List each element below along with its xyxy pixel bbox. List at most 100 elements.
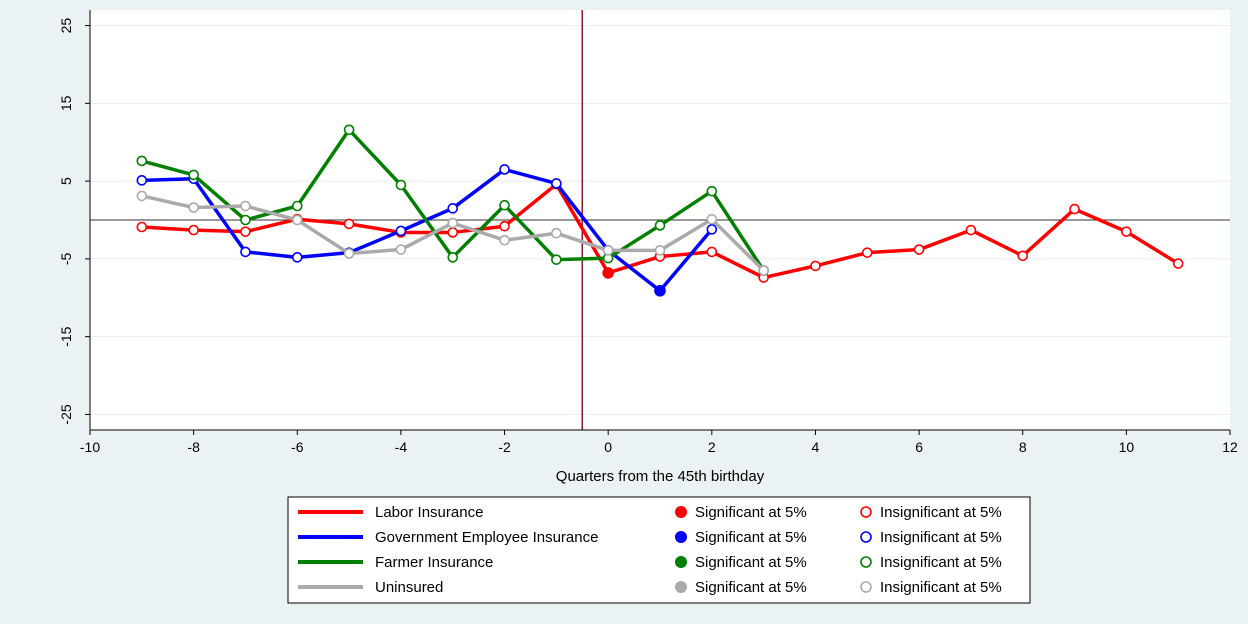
data-point — [447, 203, 459, 214]
data-point — [343, 218, 355, 230]
data-point — [343, 124, 355, 136]
data-point — [188, 224, 199, 236]
data-point — [551, 227, 562, 239]
legend-significant-label: Significant at 5% — [695, 554, 807, 571]
data-point — [499, 234, 510, 246]
legend: Labor Insurance Significant at 5% Insignif… — [287, 496, 1031, 604]
x-tick-label: 2 — [708, 439, 716, 455]
x-tick-label: -8 — [187, 439, 200, 455]
legend-significant-marker — [675, 556, 687, 568]
data-point — [706, 224, 718, 235]
legend-insignificant-marker — [860, 581, 872, 593]
x-tick-label: 6 — [915, 439, 923, 455]
x-tick-label: -10 — [80, 439, 100, 455]
legend-row: Uninsured Significant at 5% Insignificant … — [298, 579, 1002, 596]
data-point — [551, 178, 562, 189]
legend-significant-label: Significant at 5% — [695, 529, 807, 546]
data-point — [240, 246, 251, 258]
legend-series-label: Uninsured — [375, 579, 443, 596]
y-tick-label: -15 — [58, 326, 74, 346]
data-point — [395, 225, 407, 237]
data-point — [240, 200, 251, 212]
x-tick-label: 0 — [604, 439, 612, 455]
legend-significant-label: Significant at 5% — [695, 579, 807, 596]
y-tick-label: -25 — [58, 404, 74, 424]
data-point — [499, 199, 510, 211]
legend-insignificant-label: Insignificant at 5% — [880, 554, 1002, 571]
data-point — [602, 245, 614, 256]
x-tick-label: -6 — [291, 439, 304, 455]
legend-significant-marker — [675, 531, 687, 543]
y-tick-label: 5 — [58, 177, 74, 185]
legend-row: Farmer Insurance Significant at 5% Insigni… — [298, 554, 1002, 571]
legend-row: Labor Insurance Significant at 5% Insignif… — [298, 504, 1002, 521]
data-point — [706, 185, 718, 197]
y-tick-label: -5 — [58, 252, 74, 265]
legend-box — [287, 496, 1031, 604]
data-point — [758, 265, 769, 276]
data-point — [188, 169, 199, 181]
x-tick-label: 10 — [1119, 439, 1135, 455]
x-tick-label: 4 — [812, 439, 820, 455]
data-point — [291, 200, 303, 212]
data-point — [1121, 226, 1132, 237]
y-tick-label: 25 — [58, 18, 74, 34]
reference-lines — [90, 10, 1230, 430]
series-farmer-insurance — [136, 124, 769, 276]
data-point — [965, 224, 977, 236]
data-point — [1017, 250, 1029, 262]
x-tick-label: 8 — [1019, 439, 1027, 455]
series-uninsured — [136, 190, 769, 276]
data-point — [240, 214, 251, 226]
legend-insignificant-label: Insignificant at 5% — [880, 529, 1002, 546]
data-point — [706, 213, 718, 225]
data-point — [291, 214, 303, 226]
legend-insignificant-marker — [860, 531, 872, 543]
data-point — [654, 284, 666, 297]
data-point — [136, 190, 148, 202]
axes: -25 -15 -5 5 15 25 -10 -8 -6 -4 -2 0 2 4 6 8 10 12 — [58, 10, 1238, 455]
legend-series-label: Government Employee Insurance — [375, 529, 598, 546]
data-point — [395, 244, 407, 255]
data-point — [861, 247, 873, 258]
data-point — [343, 248, 355, 259]
data-point — [810, 260, 821, 272]
data-point — [240, 226, 251, 237]
x-tick-label: -4 — [395, 439, 408, 455]
legend-significant-label: Significant at 5% — [695, 504, 807, 521]
legend-series-label: Labor Insurance — [375, 504, 483, 521]
y-tick-label: 15 — [58, 95, 74, 111]
data-point — [499, 164, 510, 175]
data-point — [602, 267, 614, 279]
x-tick-label: 12 — [1222, 439, 1238, 455]
data-point — [913, 244, 925, 255]
legend-insignificant-label: Insignificant at 5% — [880, 504, 1002, 521]
data-point — [188, 202, 199, 213]
data-point — [447, 252, 459, 263]
data-point — [447, 217, 459, 229]
data-point — [291, 252, 303, 263]
legend-insignificant-marker — [860, 506, 872, 518]
data-point — [136, 155, 148, 167]
data-point — [499, 220, 510, 232]
data-point — [1172, 258, 1184, 269]
data-point — [551, 254, 562, 265]
data-point — [654, 220, 666, 231]
legend-insignificant-label: Insignificant at 5% — [880, 579, 1002, 596]
x-axis-label: Quarters from the 45th birthday — [556, 468, 765, 485]
data-point — [654, 245, 666, 256]
data-point — [706, 246, 718, 258]
data-point — [136, 175, 148, 186]
series-group — [136, 124, 1184, 297]
data-point — [447, 227, 459, 238]
data-point — [136, 221, 148, 233]
x-tick-label: -2 — [498, 439, 511, 455]
data-point — [395, 179, 407, 191]
legend-series-label: Farmer Insurance — [375, 554, 493, 571]
legend-insignificant-marker — [860, 556, 872, 568]
data-point — [1069, 203, 1080, 215]
legend-row: Government Employee Insurance Significant… — [298, 529, 1002, 546]
legend-significant-marker — [675, 506, 687, 518]
legend-significant-marker — [675, 581, 687, 593]
